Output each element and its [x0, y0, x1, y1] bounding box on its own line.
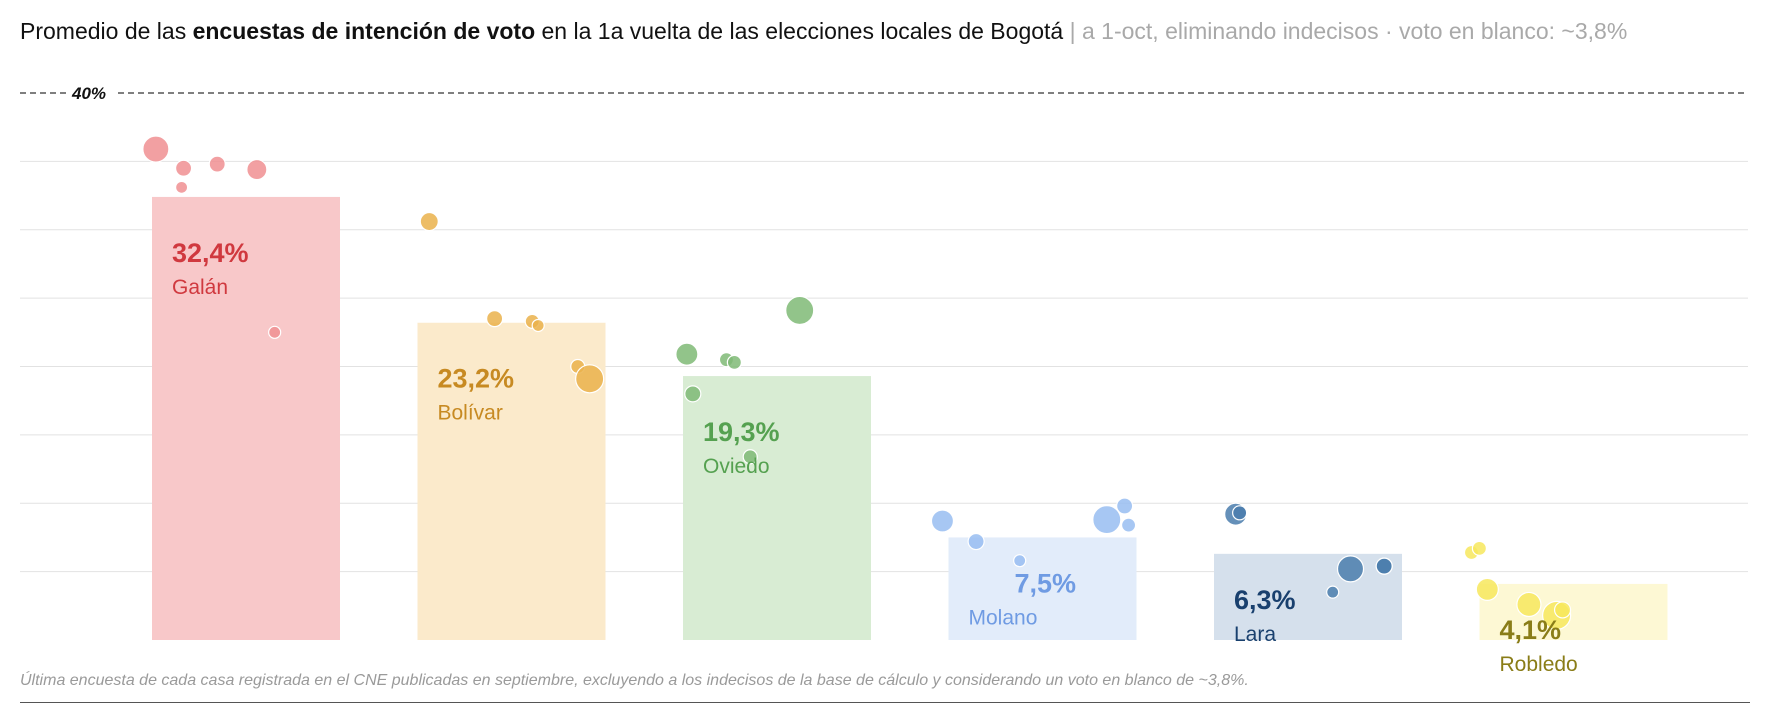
poll-point-3-5: [1120, 517, 1137, 533]
poll-point-0-1: [174, 159, 193, 177]
bar-1: [417, 322, 606, 640]
poll-point-2-2: [726, 354, 742, 370]
bar-5: [1479, 583, 1668, 640]
poll-point-0-2: [208, 155, 226, 173]
poll-point-3-2: [1013, 554, 1027, 568]
poll-point-3-1: [967, 532, 985, 551]
poll-point-2-3: [684, 385, 702, 403]
category-label-4: Lara: [1234, 623, 1276, 646]
bar-3: [948, 537, 1137, 640]
value-label-1: 23,2%: [438, 364, 515, 394]
chart-title: Promedio de las encuestas de intención d…: [20, 18, 1760, 45]
poll-point-0-4: [246, 158, 268, 181]
title-text-end: en la 1a vuelta de las elecciones locale…: [535, 18, 1064, 44]
poll-point-0-0: [142, 135, 170, 163]
poll-point-1-1: [486, 310, 504, 328]
category-label-2: Oviedo: [703, 455, 770, 478]
bar-2: [683, 376, 871, 640]
title-bold-text: encuestas de intención de voto: [192, 18, 536, 44]
chart-subtitle: | a 1-oct, eliminando indecisos · voto e…: [1063, 18, 1628, 44]
poll-point-4-1: [1232, 505, 1248, 521]
poll-point-4-5: [1375, 557, 1393, 575]
poll-point-5-1: [1471, 540, 1488, 556]
poll-point-4-2: [1336, 555, 1365, 583]
poll-point-3-0: [930, 509, 955, 533]
poll-point-1-5: [575, 364, 605, 394]
bar-4: [1214, 553, 1402, 640]
value-label-0: 32,4%: [172, 238, 249, 268]
bottom-rule: [20, 702, 1750, 703]
value-label-4: 6,3%: [1234, 585, 1296, 615]
category-label-1: Bolívar: [438, 402, 503, 425]
poll-point-2-4: [742, 449, 758, 465]
poll-point-0-5: [268, 325, 282, 339]
category-label-0: Galán: [172, 276, 228, 299]
poll-point-3-4: [1116, 497, 1134, 515]
poll-point-1-3: [531, 318, 545, 333]
poll-point-0-3: [175, 180, 189, 194]
value-label-2: 19,3%: [703, 417, 780, 447]
category-label-5: Robledo: [1500, 653, 1578, 676]
poll-point-3-3: [1092, 505, 1122, 535]
footnote: Última encuesta de cada casa registrada …: [20, 672, 1249, 689]
poll-point-2-0: [675, 342, 699, 366]
poll-point-5-2: [1475, 577, 1499, 602]
y-tick-label: 40%: [71, 84, 106, 103]
category-label-3: Molano: [969, 606, 1038, 629]
poll-point-2-5: [785, 295, 815, 326]
bar-0: [152, 196, 340, 640]
poll-point-4-3: [1326, 585, 1340, 599]
poll-point-5-3: [1516, 591, 1542, 618]
value-label-5: 4,1%: [1500, 615, 1562, 645]
poll-point-5-5: [1553, 601, 1572, 619]
title-text-start: Promedio de las: [20, 18, 193, 44]
value-label-3: 7,5%: [1015, 568, 1077, 598]
poll-point-1-0: [419, 211, 439, 232]
